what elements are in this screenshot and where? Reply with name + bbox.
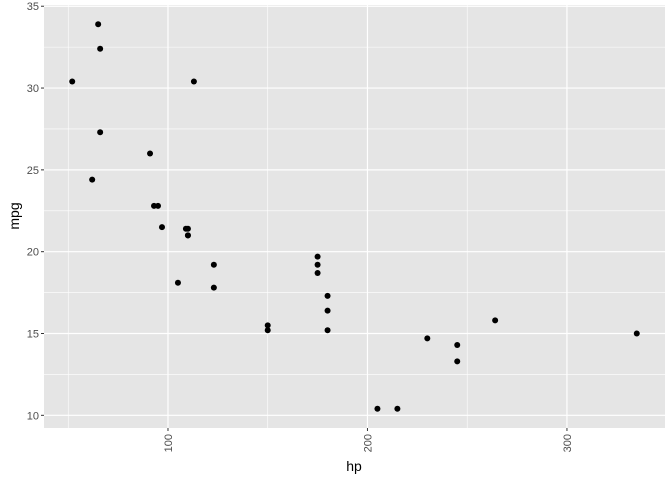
data-point <box>454 358 461 365</box>
data-point <box>324 307 331 314</box>
data-point <box>492 317 499 324</box>
data-point <box>264 327 271 334</box>
x-tick-label: 300 <box>562 434 574 452</box>
data-point <box>210 261 217 268</box>
data-point <box>324 327 331 334</box>
data-point <box>158 224 165 231</box>
data-point <box>95 21 102 28</box>
data-point <box>97 45 104 52</box>
data-point <box>69 78 76 85</box>
data-point <box>374 405 381 412</box>
data-point <box>89 176 96 183</box>
data-point <box>210 284 217 291</box>
x-tick-label: 200 <box>362 434 374 452</box>
data-point <box>147 150 154 157</box>
data-point <box>155 202 162 209</box>
y-tick-label: 15 <box>27 329 39 341</box>
x-axis-label: hp <box>346 458 362 474</box>
data-points <box>69 21 640 412</box>
data-point <box>190 78 197 85</box>
y-tick-label: 35 <box>27 1 39 13</box>
y-tick-label: 30 <box>27 83 39 95</box>
data-point <box>184 232 191 239</box>
plot-panel <box>44 5 665 428</box>
y-tick-label: 25 <box>27 165 39 177</box>
data-point <box>182 225 189 232</box>
data-point <box>633 330 640 337</box>
axes: 100 200 300 10 15 20 25 30 35 <box>27 1 574 452</box>
data-point <box>314 261 321 268</box>
data-point <box>424 335 431 342</box>
data-point <box>264 322 271 329</box>
y-tick-label: 20 <box>27 247 39 259</box>
data-point <box>174 279 181 286</box>
data-point <box>97 129 104 136</box>
data-point <box>394 405 401 412</box>
y-axis-label: mpg <box>6 202 22 229</box>
data-point <box>314 269 321 276</box>
x-tick-label: 100 <box>163 434 175 452</box>
y-tick-label: 10 <box>27 410 39 422</box>
data-point <box>314 253 321 260</box>
data-point <box>324 292 331 299</box>
gridlines <box>44 5 665 428</box>
data-point <box>454 341 461 348</box>
